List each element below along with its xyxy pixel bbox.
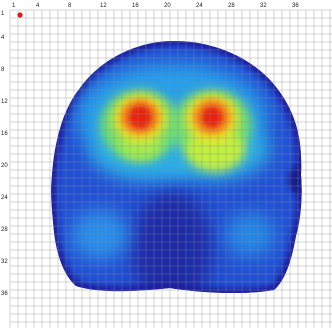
x-tick-label: 8 — [68, 3, 72, 9]
y-tick-label: 32 — [1, 259, 8, 265]
x-tick-label: 4 — [36, 3, 40, 9]
x-tick-label: 1 — [12, 3, 16, 9]
hotspot-right — [201, 106, 223, 128]
x-tick-label: 24 — [196, 3, 203, 9]
x-tick-label: 28 — [228, 3, 235, 9]
x-tick-label: 32 — [260, 3, 267, 9]
hotspot-left — [128, 105, 152, 129]
y-tick-label: 16 — [1, 131, 8, 137]
grid — [9, 9, 332, 328]
y-tick-label: 20 — [1, 163, 8, 169]
y-tick-label: 28 — [1, 227, 8, 233]
y-tick-label: 36 — [1, 291, 8, 297]
y-tick-label: 24 — [1, 195, 8, 201]
axis-ticks: 1 4 8 12 16 20 24 28 32 36 1 4 8 12 16 20 24 28 32 36 — [1, 3, 299, 297]
x-tick-label: 20 — [164, 3, 171, 9]
y-tick-label: 1 — [1, 11, 5, 17]
y-tick-label: 12 — [1, 99, 8, 105]
x-tick-label: 36 — [292, 3, 299, 9]
x-tick-label: 16 — [132, 3, 139, 9]
x-tick-label: 12 — [100, 3, 107, 9]
y-tick-label: 4 — [1, 35, 5, 41]
origin-marker[interactable] — [17, 12, 23, 18]
y-tick-label: 8 — [1, 67, 5, 73]
